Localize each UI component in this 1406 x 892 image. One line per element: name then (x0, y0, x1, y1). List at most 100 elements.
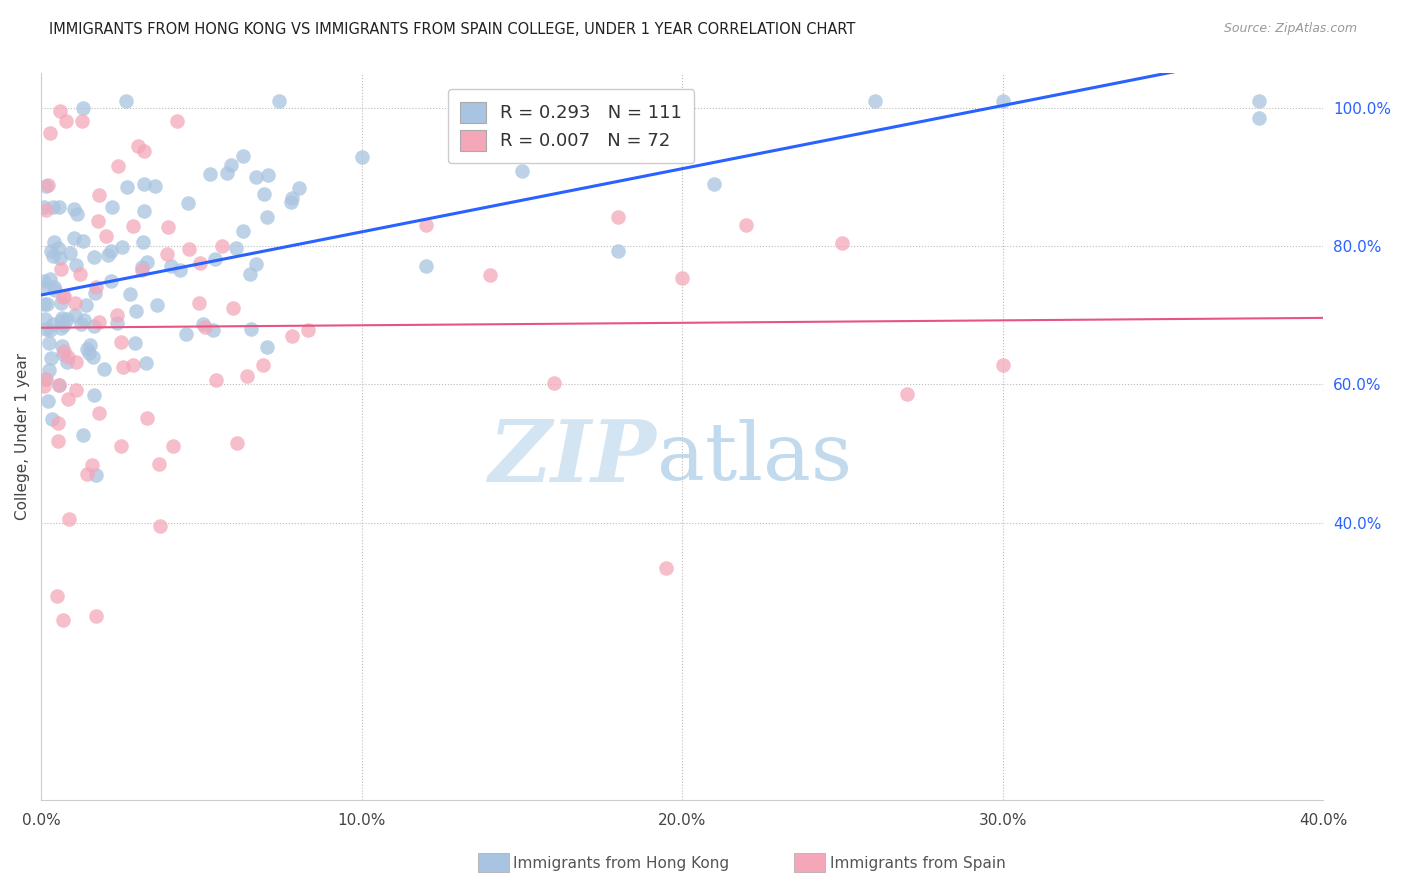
Point (134, 144, 156, 158)
Point (42, 249, 65, 263)
Point (41, 411, 63, 425)
Point (118, 287, 141, 301)
Point (111, 240, 134, 254)
Point (1249, 94, 1271, 108)
Point (111, 360, 134, 375)
Point (72, 101, 94, 115)
Point (37, 393, 59, 408)
Point (269, 94, 291, 108)
Point (162, 439, 184, 453)
Point (84, 468, 107, 483)
Point (35, 296, 58, 310)
Point (35, 202, 58, 217)
Text: atlas: atlas (657, 419, 852, 497)
Point (83, 388, 105, 402)
Text: Immigrants from Spain: Immigrants from Spain (830, 855, 1005, 871)
Point (703, 178, 725, 192)
Point (55, 114, 77, 128)
Point (671, 271, 693, 285)
Point (169, 263, 191, 277)
Point (177, 243, 200, 257)
Point (34, 322, 56, 336)
Point (252, 358, 274, 372)
Point (735, 218, 758, 232)
Point (127, 139, 149, 153)
Point (89, 188, 111, 202)
Point (177, 196, 200, 211)
Point (39, 244, 62, 259)
Point (51, 310, 73, 325)
Point (281, 191, 304, 205)
Point (124, 335, 146, 350)
Point (58, 512, 80, 526)
Point (34, 312, 56, 326)
Point (280, 328, 302, 343)
Point (136, 410, 159, 425)
Point (41, 317, 63, 331)
Point (49, 320, 72, 334)
Point (121, 358, 143, 372)
Point (134, 177, 156, 191)
Point (256, 211, 278, 225)
Point (55, 355, 77, 369)
Point (52, 289, 75, 303)
Point (148, 519, 170, 533)
Point (89, 315, 111, 329)
Point (51, 339, 73, 353)
Point (253, 187, 276, 202)
Point (215, 166, 238, 180)
Point (69, 318, 91, 332)
Point (66, 207, 89, 221)
Point (76, 467, 98, 482)
Point (225, 241, 247, 255)
Point (73, 313, 96, 327)
Point (70, 114, 93, 128)
Point (863, 94, 886, 108)
Point (896, 386, 918, 401)
Point (174, 326, 197, 341)
Point (42, 235, 65, 249)
Point (478, 268, 501, 282)
Point (100, 274, 122, 288)
Point (38, 336, 60, 351)
Point (49, 313, 72, 327)
Point (211, 239, 233, 253)
Point (991, 358, 1014, 372)
Point (132, 235, 155, 249)
Point (97, 248, 120, 262)
Point (49, 103, 72, 118)
Legend: R = 0.293   N = 111, R = 0.007   N = 72: R = 0.293 N = 111, R = 0.007 N = 72 (447, 89, 695, 163)
Text: Source: ZipAtlas.com: Source: ZipAtlas.com (1223, 22, 1357, 36)
Point (52, 346, 75, 360)
Point (160, 260, 183, 274)
Point (187, 296, 209, 310)
Point (63, 308, 86, 322)
Point (194, 320, 217, 334)
Point (146, 298, 169, 312)
Point (72, 427, 94, 442)
Point (190, 256, 212, 270)
Point (56, 350, 79, 364)
Point (205, 373, 228, 387)
Point (201, 323, 224, 337)
Point (42, 200, 65, 214)
Point (222, 301, 245, 315)
Point (239, 267, 262, 281)
Point (226, 436, 249, 450)
Point (83, 318, 105, 333)
Point (48, 241, 70, 255)
Point (115, 94, 138, 108)
Point (148, 457, 170, 471)
Point (65, 258, 87, 272)
Point (39, 127, 62, 141)
Point (80, 458, 103, 473)
Point (87, 405, 110, 419)
Point (191, 318, 214, 332)
Point (204, 252, 226, 267)
Point (125, 303, 148, 318)
Point (219, 158, 242, 172)
Point (105, 316, 128, 330)
Point (134, 204, 156, 219)
Point (245, 170, 267, 185)
Point (135, 355, 157, 369)
